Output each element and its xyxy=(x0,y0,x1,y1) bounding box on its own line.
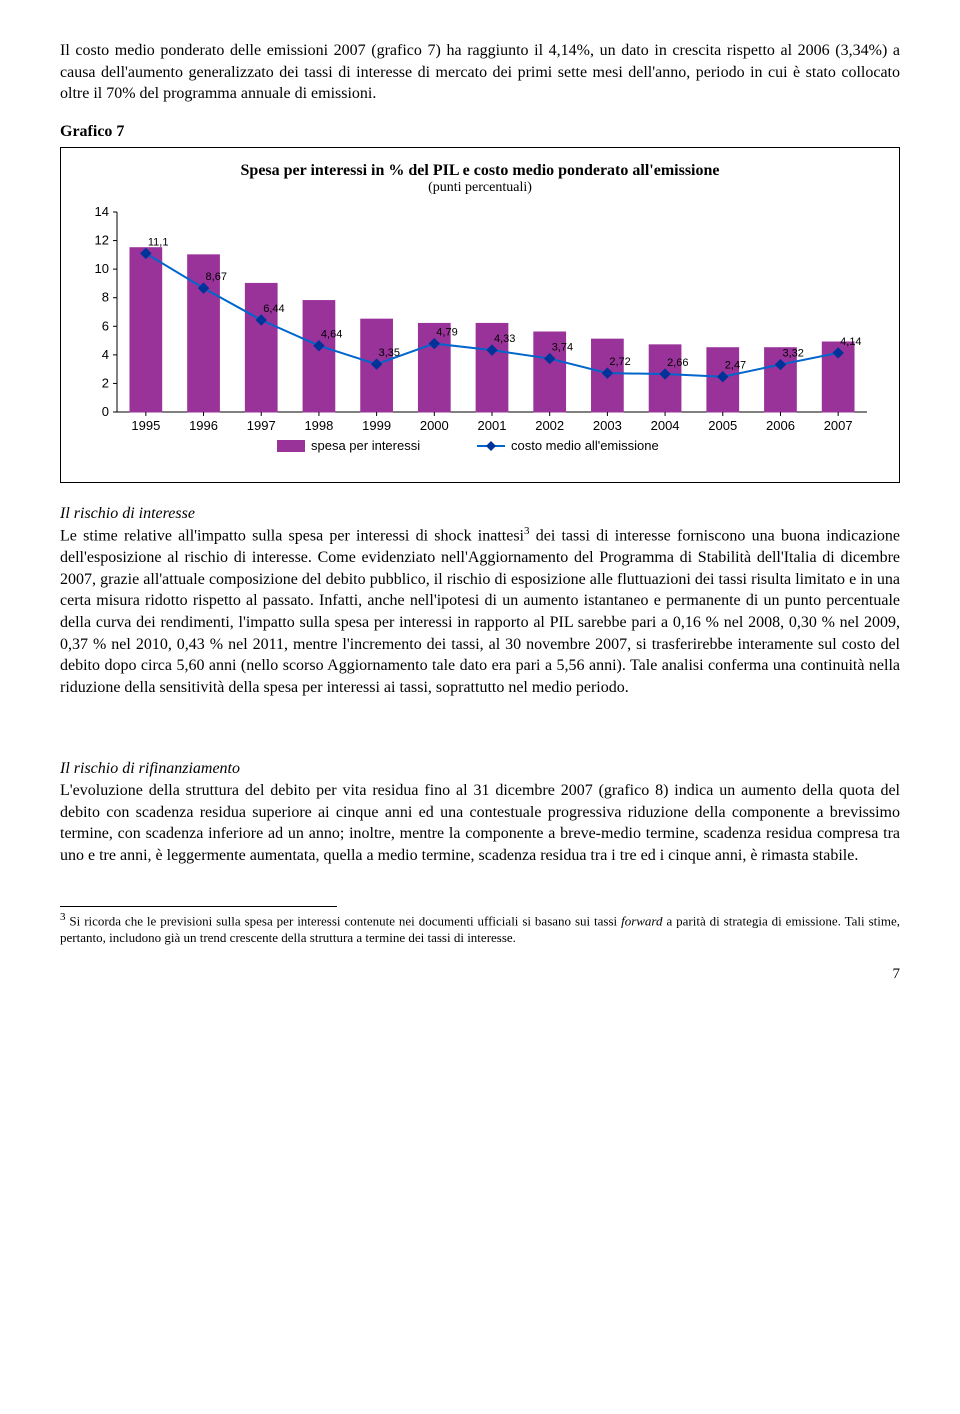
svg-text:2005: 2005 xyxy=(708,418,737,433)
svg-text:2000: 2000 xyxy=(420,418,449,433)
svg-text:8,67: 8,67 xyxy=(206,271,227,283)
svg-text:4,64: 4,64 xyxy=(321,328,342,340)
svg-text:10: 10 xyxy=(95,261,109,276)
svg-text:8: 8 xyxy=(102,289,109,304)
svg-text:3,35: 3,35 xyxy=(379,347,400,359)
svg-text:costo medio all'emissione: costo medio all'emissione xyxy=(511,438,659,453)
chart-title: Spesa per interessi in % del PIL e costo… xyxy=(77,162,883,180)
svg-text:2007: 2007 xyxy=(824,418,853,433)
svg-text:12: 12 xyxy=(95,232,109,247)
section2: Il rischio di rifinanziamento L'evoluzio… xyxy=(60,758,900,866)
footnote-forward: forward xyxy=(621,914,662,929)
svg-text:2006: 2006 xyxy=(766,418,795,433)
svg-text:11,1: 11,1 xyxy=(148,236,169,248)
page-number: 7 xyxy=(60,966,900,983)
svg-text:3,74: 3,74 xyxy=(552,341,573,353)
svg-text:2: 2 xyxy=(102,375,109,390)
svg-text:2002: 2002 xyxy=(535,418,564,433)
section1-title: Il rischio di interesse xyxy=(60,505,195,522)
svg-text:0: 0 xyxy=(102,404,109,419)
svg-text:1996: 1996 xyxy=(189,418,218,433)
svg-text:3,32: 3,32 xyxy=(782,347,803,359)
svg-text:1995: 1995 xyxy=(131,418,160,433)
chart-svg: 0 2 4 6 8 10 12 14 1995 1996 1997 1998 1999 2000 2001 2… xyxy=(77,202,877,472)
svg-text:spesa per interessi: spesa per interessi xyxy=(311,438,420,453)
chart-subtitle: (punti percentuali) xyxy=(77,180,883,196)
section2-title: Il rischio di rifinanziamento xyxy=(60,760,240,777)
svg-text:2003: 2003 xyxy=(593,418,622,433)
svg-text:6,44: 6,44 xyxy=(263,303,284,315)
section1: Il rischio di interesse Le stime relativ… xyxy=(60,503,900,699)
section2-body: L'evoluzione della struttura del debito … xyxy=(60,782,900,864)
svg-text:2001: 2001 xyxy=(478,418,507,433)
svg-text:4: 4 xyxy=(102,347,109,362)
section1-body-b: dei tassi di interesse forniscono una bu… xyxy=(60,528,900,696)
svg-text:2004: 2004 xyxy=(651,418,680,433)
grafico-label: Grafico 7 xyxy=(60,123,900,141)
svg-text:1997: 1997 xyxy=(247,418,276,433)
svg-text:2,72: 2,72 xyxy=(609,356,630,368)
footnote-rule xyxy=(60,906,337,907)
svg-text:4,79: 4,79 xyxy=(436,326,457,338)
footnote-3: 3 Si ricorda che le previsioni sulla spe… xyxy=(60,911,900,946)
footnote-text-a: Si ricorda che le previsioni sulla spesa… xyxy=(66,914,622,929)
svg-text:2,66: 2,66 xyxy=(667,357,688,369)
svg-text:1999: 1999 xyxy=(362,418,391,433)
svg-text:1998: 1998 xyxy=(304,418,333,433)
section1-body-a: Le stime relative all'impatto sulla spes… xyxy=(60,528,524,545)
intro-paragraph: Il costo medio ponderato delle emissioni… xyxy=(60,40,900,105)
svg-text:6: 6 xyxy=(102,318,109,333)
svg-text:2,47: 2,47 xyxy=(725,359,746,371)
svg-text:4,33: 4,33 xyxy=(494,333,515,345)
svg-text:14: 14 xyxy=(95,204,109,219)
chart-container: Spesa per interessi in % del PIL e costo… xyxy=(60,147,900,483)
svg-text:4,14: 4,14 xyxy=(840,336,861,348)
